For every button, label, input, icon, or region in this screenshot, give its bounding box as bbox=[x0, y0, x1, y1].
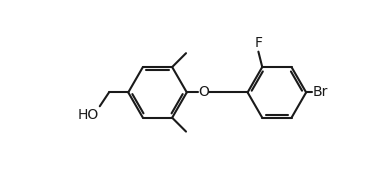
Text: O: O bbox=[198, 85, 209, 99]
Text: HO: HO bbox=[78, 108, 99, 122]
Text: F: F bbox=[254, 36, 262, 50]
Text: Br: Br bbox=[313, 85, 328, 99]
